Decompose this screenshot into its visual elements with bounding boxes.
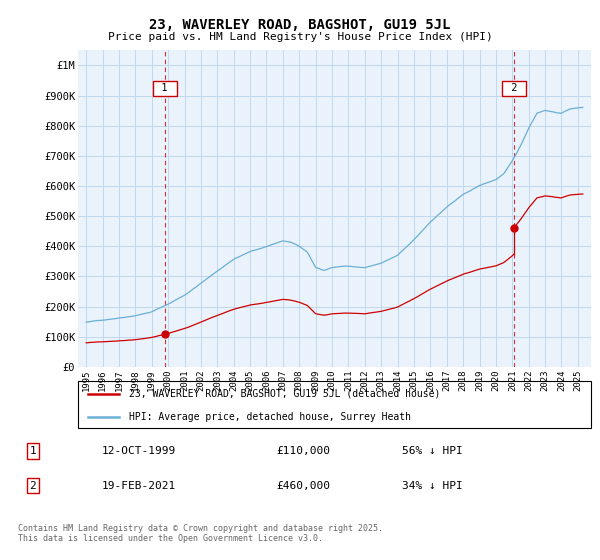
Text: HPI: Average price, detached house, Surrey Heath: HPI: Average price, detached house, Surr… (130, 412, 412, 422)
Text: 23, WAVERLEY ROAD, BAGSHOT, GU19 5JL: 23, WAVERLEY ROAD, BAGSHOT, GU19 5JL (149, 18, 451, 32)
Text: 2: 2 (29, 480, 37, 491)
Text: Price paid vs. HM Land Registry's House Price Index (HPI): Price paid vs. HM Land Registry's House … (107, 32, 493, 42)
Text: 19-FEB-2021: 19-FEB-2021 (102, 480, 176, 491)
Text: 23, WAVERLEY ROAD, BAGSHOT, GU19 5JL (detached house): 23, WAVERLEY ROAD, BAGSHOT, GU19 5JL (de… (130, 389, 440, 399)
Text: 1: 1 (29, 446, 37, 456)
Text: 34% ↓ HPI: 34% ↓ HPI (402, 480, 463, 491)
Text: 1: 1 (155, 83, 174, 94)
Text: £110,000: £110,000 (276, 446, 330, 456)
Text: 12-OCT-1999: 12-OCT-1999 (102, 446, 176, 456)
Text: 56% ↓ HPI: 56% ↓ HPI (402, 446, 463, 456)
Text: Contains HM Land Registry data © Crown copyright and database right 2025.
This d: Contains HM Land Registry data © Crown c… (18, 524, 383, 543)
Text: £460,000: £460,000 (276, 480, 330, 491)
Text: 2: 2 (505, 83, 524, 94)
